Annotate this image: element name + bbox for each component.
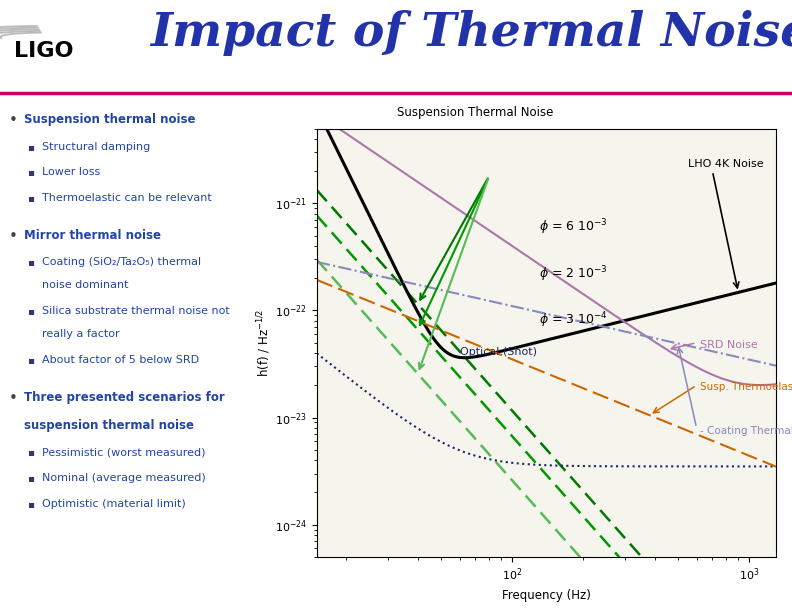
Text: Silica substrate thermal noise not: Silica substrate thermal noise not <box>42 306 230 316</box>
Text: Suspension Thermal Noise: Suspension Thermal Noise <box>397 106 554 119</box>
Text: $\phi$ = 3 10$^{-4}$: $\phi$ = 3 10$^{-4}$ <box>539 310 608 329</box>
Text: Susp. Thermoelastic: Susp. Thermoelastic <box>700 382 792 392</box>
Text: Nominal (average measured): Nominal (average measured) <box>42 473 206 483</box>
Text: ▪: ▪ <box>27 499 34 509</box>
Text: LHO 4K Noise: LHO 4K Noise <box>687 159 763 169</box>
Text: Impact of Thermal Noise: Impact of Thermal Noise <box>150 10 792 56</box>
X-axis label: Frequency (Hz): Frequency (Hz) <box>502 589 591 602</box>
Text: •: • <box>9 391 18 406</box>
Text: suspension thermal noise: suspension thermal noise <box>24 419 194 432</box>
Text: •: • <box>9 229 18 244</box>
Text: ▪: ▪ <box>27 167 34 177</box>
Text: Pessimistic (worst measured): Pessimistic (worst measured) <box>42 447 206 458</box>
Text: Coating (SiO₂/Ta₂O₅) thermal: Coating (SiO₂/Ta₂O₅) thermal <box>42 257 201 267</box>
Y-axis label: h(f) / Hz$^{-1/2}$: h(f) / Hz$^{-1/2}$ <box>256 308 273 377</box>
Text: Optical (Shot): Optical (Shot) <box>459 348 536 357</box>
Text: Three presented scenarios for: Three presented scenarios for <box>24 391 225 404</box>
Text: ▪: ▪ <box>27 141 34 152</box>
Text: ▪: ▪ <box>27 257 34 267</box>
Text: Lower loss: Lower loss <box>42 167 101 177</box>
Text: really a factor: really a factor <box>42 329 120 339</box>
Text: $\phi$ = 6 10$^{-3}$: $\phi$ = 6 10$^{-3}$ <box>539 217 608 237</box>
Text: noise dominant: noise dominant <box>42 280 128 291</box>
Text: SRD Noise: SRD Noise <box>700 340 758 349</box>
Text: ▪: ▪ <box>27 473 34 483</box>
Text: Suspension thermal noise: Suspension thermal noise <box>24 113 196 126</box>
Text: ▪: ▪ <box>27 193 34 203</box>
Text: •: • <box>9 113 18 129</box>
Text: About factor of 5 below SRD: About factor of 5 below SRD <box>42 355 200 365</box>
Text: Mirror thermal noise: Mirror thermal noise <box>24 229 161 242</box>
Text: ▪: ▪ <box>27 447 34 458</box>
Text: Structural damping: Structural damping <box>42 141 150 152</box>
Text: LIGO: LIGO <box>13 41 74 61</box>
Text: Optimistic (material limit): Optimistic (material limit) <box>42 499 186 509</box>
Text: ▪: ▪ <box>27 306 34 316</box>
Text: Thermoelastic can be relevant: Thermoelastic can be relevant <box>42 193 212 203</box>
Text: - Coating Thermal: - Coating Thermal <box>700 426 792 436</box>
Text: $\phi$ = 2 10$^{-3}$: $\phi$ = 2 10$^{-3}$ <box>539 264 608 284</box>
Text: ▪: ▪ <box>27 355 34 365</box>
